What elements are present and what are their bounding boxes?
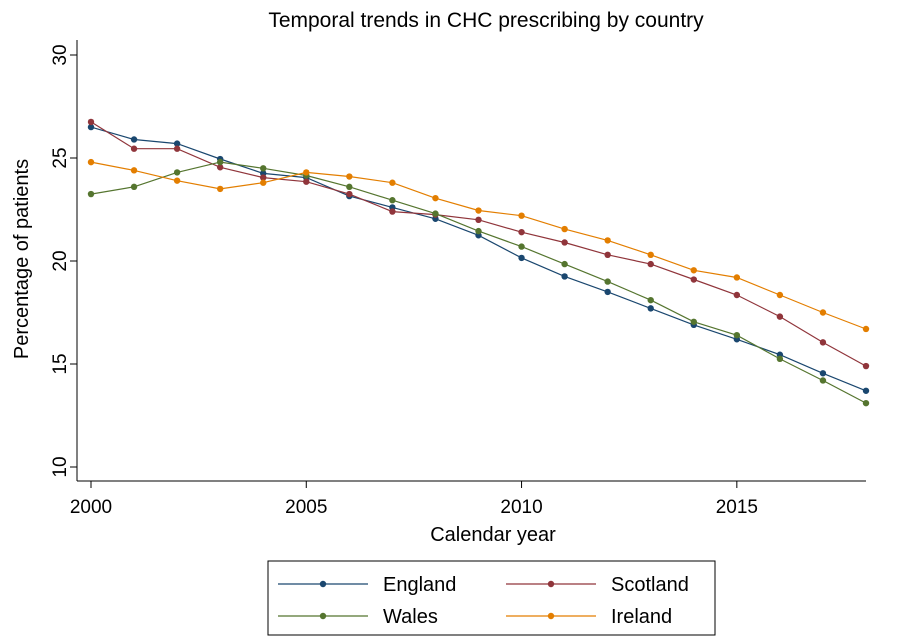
y-axis-label: Percentage of patients xyxy=(11,159,33,359)
data-point-wales xyxy=(690,318,697,325)
data-point-ireland xyxy=(173,177,181,184)
data-point-ireland xyxy=(389,179,396,186)
data-point-wales xyxy=(260,165,267,172)
data-point-ireland xyxy=(733,274,741,281)
legend-marker-england xyxy=(319,580,327,588)
data-point-scotland xyxy=(733,291,741,299)
x-tick-label: 2005 xyxy=(285,497,327,518)
data-point-ireland xyxy=(475,207,482,214)
data-point-scotland xyxy=(260,174,267,181)
data-point-scotland xyxy=(518,228,525,236)
data-point-wales xyxy=(346,183,353,191)
legend: England Scotland Wales Ireland xyxy=(267,560,716,636)
data-point-scotland xyxy=(690,276,697,283)
legend-label-ireland: Ireland xyxy=(611,606,672,628)
legend-label-wales: Wales xyxy=(383,606,438,628)
data-point-england xyxy=(604,288,611,296)
data-point-wales xyxy=(87,190,95,198)
data-point-scotland xyxy=(475,216,482,223)
data-point-wales xyxy=(518,243,525,250)
data-point-scotland xyxy=(647,260,654,268)
data-point-ireland xyxy=(690,267,697,274)
x-axis-label: Calendar year xyxy=(430,524,556,546)
data-point-wales xyxy=(733,331,741,339)
data-point-england xyxy=(130,136,138,143)
data-point-england xyxy=(561,273,568,280)
data-point-ireland xyxy=(604,237,611,244)
legend-label-england: England xyxy=(383,574,456,596)
x-tick-label: 2000 xyxy=(70,497,112,518)
data-point-scotland xyxy=(862,362,870,370)
data-point-ireland xyxy=(87,158,95,166)
data-point-wales xyxy=(819,377,827,384)
plot-area: 10 15 20 25 30 2000 2005 2010 2015 xyxy=(50,40,870,518)
data-point-ireland xyxy=(216,185,224,193)
data-point-scotland xyxy=(173,145,181,152)
data-point-wales xyxy=(173,169,181,176)
y-tick-label: 10 xyxy=(50,456,71,477)
data-point-wales xyxy=(604,278,611,285)
data-point-ireland xyxy=(432,194,439,202)
data-point-england xyxy=(173,140,181,147)
legend-box xyxy=(267,560,716,636)
legend-marker-scotland xyxy=(547,580,555,588)
data-point-wales xyxy=(216,158,224,166)
data-point-ireland xyxy=(819,309,827,316)
data-point-wales xyxy=(862,399,870,407)
data-point-scotland xyxy=(819,339,827,346)
data-point-scotland xyxy=(346,190,353,198)
data-point-england xyxy=(647,305,654,312)
data-point-england xyxy=(87,123,95,131)
data-point-scotland xyxy=(87,118,95,126)
data-point-wales xyxy=(432,210,439,217)
data-point-scotland xyxy=(130,145,138,152)
data-point-scotland xyxy=(303,178,310,185)
chart-title: Temporal trends in CHC prescribing by co… xyxy=(268,9,704,32)
legend-marker-ireland xyxy=(547,612,555,620)
data-point-wales xyxy=(475,227,482,235)
data-point-ireland xyxy=(561,225,568,233)
legend-marker-wales xyxy=(319,612,327,620)
data-point-ireland xyxy=(260,179,267,186)
data-point-england xyxy=(862,387,870,394)
data-point-scotland xyxy=(776,313,784,320)
data-point-scotland xyxy=(389,208,396,215)
data-point-ireland xyxy=(862,325,870,333)
data-point-wales xyxy=(776,355,784,363)
y-tick-label: 25 xyxy=(50,147,71,168)
data-point-ireland xyxy=(130,167,138,174)
y-tick-label: 15 xyxy=(50,353,71,374)
data-point-wales xyxy=(647,296,654,304)
data-point-ireland xyxy=(776,291,784,299)
data-point-england xyxy=(518,254,525,262)
data-point-ireland xyxy=(518,212,525,219)
data-point-ireland xyxy=(303,169,310,176)
y-tick-label: 20 xyxy=(50,250,71,271)
data-point-ireland xyxy=(647,251,654,259)
data-point-ireland xyxy=(346,173,353,180)
data-point-wales xyxy=(561,260,568,268)
x-tick-label: 2010 xyxy=(500,497,542,518)
x-tick-label: 2015 xyxy=(716,497,758,518)
data-point-england xyxy=(819,370,827,377)
data-point-wales xyxy=(389,197,396,204)
data-point-scotland xyxy=(604,251,611,259)
data-point-wales xyxy=(130,183,138,191)
data-point-scotland xyxy=(216,164,224,171)
data-point-scotland xyxy=(561,239,568,246)
y-tick-label: 30 xyxy=(50,44,71,65)
legend-label-scotland: Scotland xyxy=(611,574,689,596)
